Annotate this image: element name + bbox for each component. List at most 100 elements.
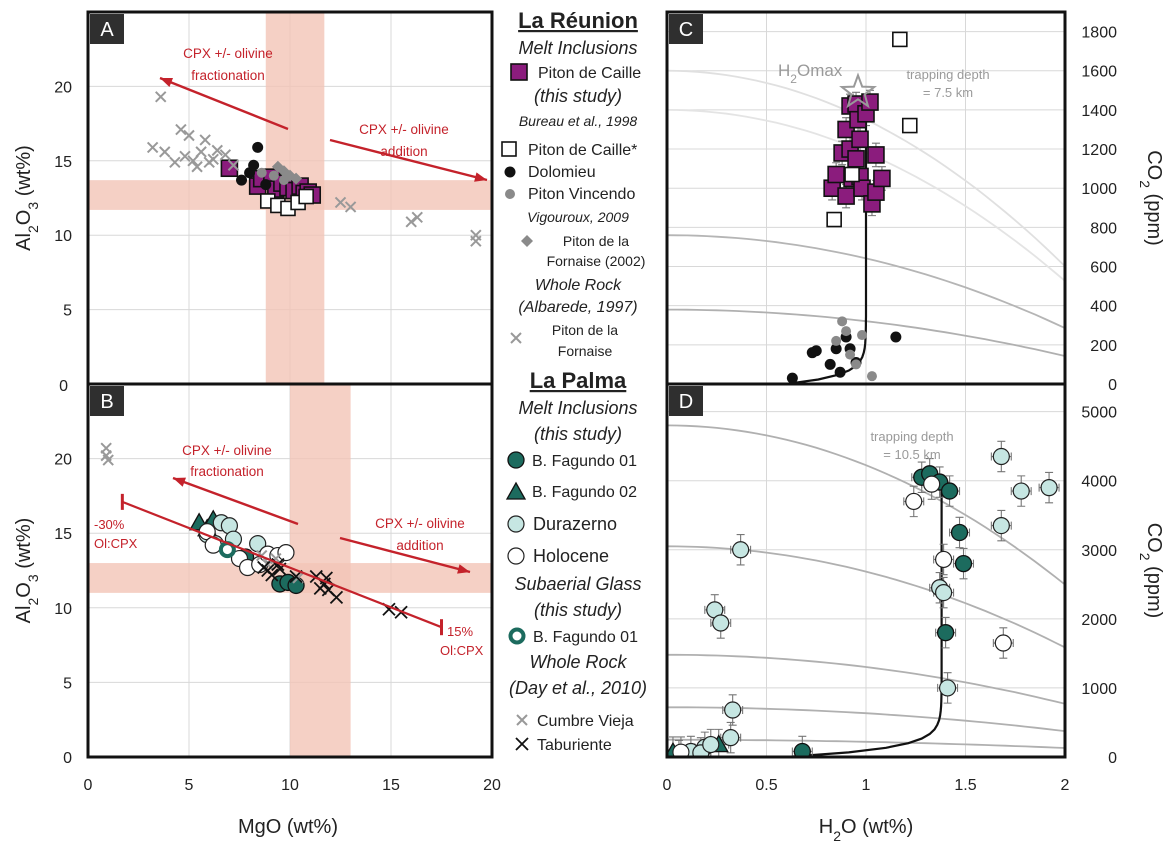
legend-cumbre-vieja: Cumbre Vieja bbox=[537, 713, 634, 730]
y-tick-label: 1400 bbox=[1081, 103, 1117, 120]
data-point bbox=[1040, 479, 1058, 497]
legend-whole-rock-1: Whole Rock bbox=[535, 277, 622, 294]
addition-arrow bbox=[329, 138, 488, 182]
annotation-text: 15% bbox=[447, 624, 473, 639]
y-tick-label: 0 bbox=[63, 750, 72, 767]
y-tick-label: 5000 bbox=[1081, 405, 1117, 422]
data-point bbox=[722, 729, 740, 747]
y-tick-label: 10 bbox=[54, 228, 72, 245]
panel-c: H2Omax trapping depth = 7.5 km C 0 200 400 600 8… bbox=[665, 0, 1165, 394]
data-point bbox=[834, 366, 846, 378]
x-tick-label: 10 bbox=[281, 777, 299, 794]
data-point bbox=[826, 211, 842, 228]
data-point bbox=[844, 166, 860, 183]
data-point bbox=[793, 742, 811, 757]
x-axis-title: MgO (wt%) bbox=[238, 816, 338, 838]
annotation-text: Ol:CPX bbox=[94, 536, 138, 551]
y-axis-title: Al2O3 (wt%) bbox=[13, 145, 41, 251]
legend-marker bbox=[504, 166, 516, 178]
data-point bbox=[102, 454, 114, 466]
y-axis-title: Al2O3 (wt%) bbox=[13, 518, 41, 624]
data-point bbox=[831, 335, 842, 346]
data-point bbox=[954, 554, 973, 573]
data-point bbox=[827, 165, 845, 184]
legend-reunion-title: La Réunion bbox=[518, 8, 638, 33]
x-tick-label: 1 bbox=[862, 777, 871, 794]
legend-this-study-3: (this study) bbox=[534, 600, 622, 620]
panel-d: trapping depth = 10.5 km D 0 1000 2000 3000 400… bbox=[663, 382, 1165, 844]
data-point bbox=[470, 235, 482, 247]
panel-frame bbox=[665, 382, 1067, 759]
data-point bbox=[905, 492, 923, 511]
x-tick-label: 0 bbox=[663, 777, 672, 794]
data-point bbox=[169, 156, 181, 168]
panel-label-box bbox=[90, 14, 124, 44]
annotation-text: addition bbox=[380, 144, 427, 159]
plot-area bbox=[88, 384, 492, 757]
data-point bbox=[248, 159, 260, 171]
data-point bbox=[183, 129, 195, 142]
annotation-text: Ol:CPX bbox=[440, 643, 484, 658]
data-point bbox=[191, 161, 203, 173]
y-tick-label: 0 bbox=[59, 378, 68, 395]
legend-marker bbox=[507, 547, 525, 565]
degassing-path bbox=[786, 113, 868, 384]
y-tick-label: 1600 bbox=[1081, 64, 1117, 81]
series-durazerno bbox=[682, 447, 1058, 757]
data-point bbox=[290, 172, 303, 185]
legend-marker bbox=[515, 737, 529, 751]
legend-fornaise-line1: Piton de la bbox=[552, 322, 618, 338]
x-tick-label: 5 bbox=[185, 777, 194, 794]
data-point bbox=[938, 679, 957, 697]
legend-marker bbox=[510, 63, 528, 81]
data-point bbox=[940, 482, 959, 500]
data-point bbox=[277, 543, 295, 562]
annotation-arrows bbox=[172, 476, 471, 574]
data-point bbox=[950, 523, 969, 542]
panel-a: CPX +/- olivine fractionation CPX +/- oliv… bbox=[13, 10, 494, 395]
legend: La Réunion Melt Inclusions Piton de Caille… bbox=[501, 8, 647, 754]
data-point bbox=[837, 316, 848, 327]
y-tick-label: 1000 bbox=[1081, 181, 1117, 198]
y-tick-label: 15 bbox=[54, 526, 72, 543]
panel-label: C bbox=[679, 19, 693, 41]
data-point bbox=[405, 216, 417, 228]
series-dolomieu bbox=[236, 141, 272, 191]
plot-area bbox=[88, 12, 492, 384]
isobar-line bbox=[667, 653, 1065, 705]
y-tick-label: 0 bbox=[1108, 377, 1117, 394]
h2o-max-label: H2Omax bbox=[778, 61, 843, 86]
panel-label: B bbox=[100, 391, 113, 413]
x-axis-title: H2O (wt%) bbox=[819, 816, 913, 844]
data-point bbox=[851, 359, 862, 370]
data-point bbox=[845, 349, 856, 360]
data-point bbox=[992, 447, 1010, 466]
data-point bbox=[824, 358, 836, 370]
annotation-text: fractionation bbox=[190, 464, 264, 479]
series-piton-de-la-fornaise-2002 bbox=[271, 160, 303, 185]
legend-subaerial-glass: Subaerial Glass bbox=[514, 574, 641, 594]
legend-marker bbox=[510, 332, 522, 344]
legend-marker bbox=[501, 141, 517, 157]
legend-taburiente: Taburiente bbox=[537, 737, 612, 754]
legend-marker bbox=[521, 235, 533, 247]
isobar-line bbox=[667, 424, 1065, 586]
data-point bbox=[260, 179, 272, 191]
annotation-text: CPX +/- olivine bbox=[375, 516, 465, 531]
data-point bbox=[334, 196, 347, 209]
data-point bbox=[199, 134, 211, 146]
arrow-head bbox=[173, 477, 186, 487]
data-point bbox=[155, 91, 167, 103]
y-tick-label: 5 bbox=[63, 303, 72, 320]
data-point bbox=[936, 624, 955, 642]
data-point bbox=[933, 0, 947, 11]
annotation-text: trapping depth bbox=[870, 429, 953, 444]
y-tick-label: 20 bbox=[54, 79, 72, 96]
data-point bbox=[851, 130, 869, 149]
data-point bbox=[236, 174, 248, 186]
data-point bbox=[702, 735, 720, 754]
legend-fagundo-02: B. Fagundo 02 bbox=[532, 484, 637, 501]
panel-label: D bbox=[679, 391, 693, 413]
y-tick-label: 400 bbox=[1090, 299, 1117, 316]
